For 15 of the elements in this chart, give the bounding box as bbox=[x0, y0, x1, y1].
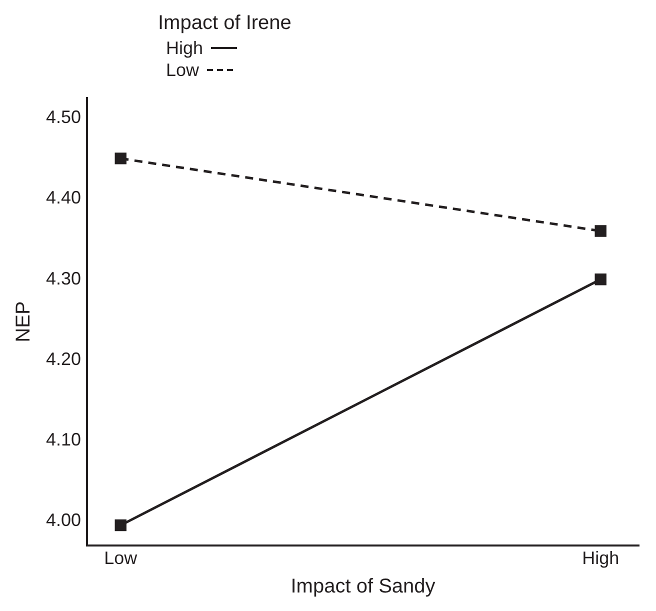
legend-title: Impact of Irene bbox=[158, 12, 292, 35]
y-tick-label: 4.00 bbox=[46, 510, 82, 530]
legend-label: Low bbox=[166, 59, 200, 81]
point bbox=[594, 225, 606, 237]
y-tick-label: 4.10 bbox=[46, 430, 82, 450]
x-axis-title: Impact of Sandy bbox=[290, 576, 436, 598]
point bbox=[594, 274, 606, 286]
y-tick-label: 4.20 bbox=[46, 348, 82, 369]
point bbox=[114, 519, 126, 532]
legend-label: High bbox=[166, 37, 204, 59]
y-axis-title: NEP bbox=[12, 301, 35, 342]
y-tick-label: 4.30 bbox=[46, 268, 82, 288]
y-tick-label: 4.40 bbox=[46, 188, 82, 208]
point bbox=[114, 152, 126, 164]
y-tick-label: 4.50 bbox=[46, 107, 82, 128]
